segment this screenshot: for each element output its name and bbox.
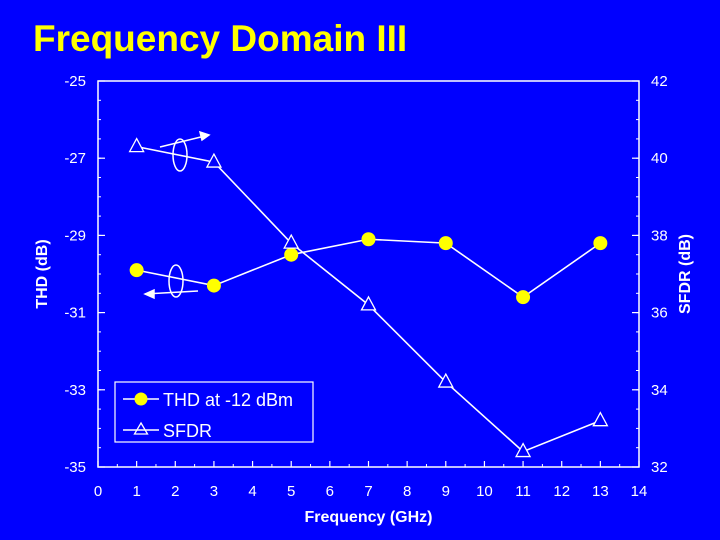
y-right-tick-label: 38 (651, 227, 668, 244)
x-tick-label: 12 (553, 483, 570, 500)
x-tick-label: 11 (515, 483, 531, 500)
y-right-tick-label: 32 (651, 459, 668, 476)
x-tick-label: 13 (592, 483, 609, 500)
x-tick-label: 3 (210, 483, 218, 500)
y-left-axis-label: THD (dB) (34, 239, 51, 308)
legend: THD at -12 dBm SFDR (114, 381, 314, 443)
thd-data-point (438, 236, 453, 251)
x-tick-label: 10 (476, 483, 493, 500)
sfdr-data-point (514, 442, 532, 458)
y-right-tick-label: 36 (651, 305, 668, 322)
thd-data-point (206, 278, 221, 293)
y-left-tick-label: -33 (64, 382, 86, 399)
x-tick-label: 9 (442, 483, 450, 500)
y-right-tick-label: 42 (651, 73, 668, 90)
legend-thd-marker (134, 392, 148, 406)
y-left-tick-label: -27 (64, 150, 86, 167)
x-tick-label: 1 (132, 483, 140, 500)
thd-data-point (129, 263, 144, 278)
sfdr-data-point (128, 137, 145, 153)
y-left-tick-label: -31 (64, 305, 86, 322)
legend-sfdr-label: SFDR (163, 421, 212, 441)
legend-sfdr-marker (133, 421, 149, 435)
y-right-axis-label: SFDR (dB) (677, 234, 694, 314)
y-left-tick-label: -35 (64, 459, 86, 476)
thd-data-point (361, 232, 376, 247)
sfdr-group-ellipse (172, 138, 188, 172)
slide-title: Frequency Domain III (33, 18, 408, 59)
sfdr-data-point (360, 295, 377, 311)
sfdr-data-point (437, 372, 454, 388)
sfdr-data-point (283, 233, 300, 249)
thd-data-point (593, 236, 608, 251)
x-tick-label: 0 (94, 483, 102, 500)
y-right-tick-label: 34 (651, 382, 668, 399)
sfdr-data-point (205, 152, 223, 168)
legend-thd-label: THD at -12 dBm (163, 390, 293, 410)
x-tick-label: 8 (403, 483, 411, 500)
x-tick-label: 4 (248, 483, 256, 500)
thd-left-arrowhead (143, 288, 155, 300)
y-right-tick-label: 40 (651, 150, 668, 167)
x-tick-label: 2 (171, 483, 179, 500)
y-left-tick-label: -25 (64, 73, 86, 90)
ticks-layer: 0 1 2 3 4 5 6 7 8 9 10 11 12 13 14-25-27-29-31-33-3542… (64, 73, 667, 500)
x-axis-label: Frequency (GHz) (304, 509, 432, 526)
thd-data-point (284, 247, 299, 262)
sfdr-right-arrowhead (198, 130, 211, 142)
sfdr-data-point (592, 411, 609, 427)
series-layer (128, 137, 609, 458)
x-tick-label: 14 (631, 483, 648, 500)
thd-data-point (516, 290, 531, 305)
x-tick-label: 7 (364, 483, 372, 500)
y-left-tick-label: -29 (64, 227, 86, 244)
legend-box (114, 381, 314, 443)
thd-group-ellipse (168, 264, 184, 298)
x-tick-label: 5 (287, 483, 295, 500)
x-tick-label: 6 (326, 483, 334, 500)
series-axis-annotations (143, 130, 211, 300)
